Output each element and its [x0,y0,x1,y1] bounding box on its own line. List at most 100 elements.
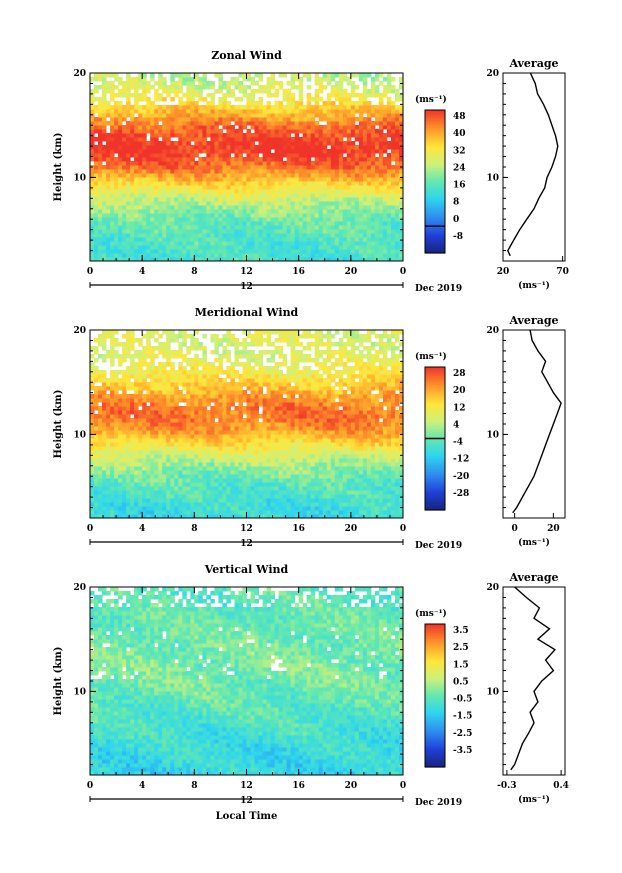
heatmap-cell [142,245,147,250]
heatmap-cell [154,233,159,238]
heatmap-cell [222,161,227,166]
heatmap-cell [182,157,187,162]
heatmap-cell [234,109,239,114]
heatmap-cell [338,498,344,503]
heatmap-cell [178,514,183,519]
heatmap-cell [134,498,139,503]
heatmap-cell [154,498,159,503]
heatmap-cell [282,117,288,122]
heatmap-cell [306,490,312,495]
heatmap-cell [142,97,147,102]
heatmap-cell [391,249,396,254]
heatmap-cell [106,193,111,198]
heatmap-cell [162,486,167,491]
heatmap-cell [266,105,272,110]
heatmap-cell [206,209,211,214]
heatmap-cell [322,157,328,162]
heatmap-cell [322,213,328,218]
heatmap-cell [298,153,304,158]
heatmap-cell [318,446,324,451]
heatmap-cell [106,73,111,78]
heatmap-cell [358,225,364,230]
heatmap-cell [210,173,215,178]
heatmap-cell [182,165,187,170]
colorbar-segment [425,161,445,165]
heatmap-cell [110,129,115,134]
heatmap-cell [270,109,276,114]
heatmap-cell [262,229,268,234]
heatmap-cell [238,478,243,483]
colorbar-segment [425,116,445,120]
heatmap-cell [338,257,344,262]
heatmap-cell [134,121,139,126]
heatmap-cell [286,169,292,174]
heatmap-cell [114,217,119,222]
heatmap-cell [262,117,268,122]
heatmap-cell [150,514,155,519]
heatmap-cell [254,462,259,467]
heatmap-cell [190,446,195,451]
heatmap-cell [146,217,151,222]
heatmap-cell [314,241,320,246]
heatmap-cell [174,133,179,138]
heatmap-cell [258,205,263,210]
heatmap-cell [378,205,384,210]
colorbar-segment [425,114,445,118]
heatmap-cell [138,85,143,90]
heatmap-cell [346,157,352,162]
heatmap-cell [370,113,376,118]
heatmap-cell [174,185,179,190]
heatmap-cell [150,249,155,254]
heatmap-cell [254,257,259,262]
heatmap-cell [366,161,372,166]
heatmap-cell [134,125,139,130]
heatmap-cell [166,241,171,246]
heatmap-cell [378,93,384,98]
heatmap-cell [246,97,251,102]
heatmap-cell [362,85,368,90]
heatmap-cell [146,213,151,218]
heatmap-cell [210,225,215,230]
heatmap-cell [218,209,223,214]
heatmap-cell [270,161,276,166]
heatmap-cell [222,506,227,511]
heatmap-cell [298,241,304,246]
heatmap-cell [310,257,316,262]
heatmap-cell [166,125,171,130]
heatmap-cell [270,117,276,122]
heatmap-cell [338,185,344,190]
heatmap-cell [242,113,247,118]
heatmap-cell [98,185,103,190]
heatmap-cell [230,446,235,451]
heatmap-cell [166,173,171,178]
heatmap-cell [258,241,263,246]
heatmap-cell [342,93,348,98]
heatmap-cell [186,181,191,186]
heatmap-cell [134,109,139,114]
heatmap-cell [230,77,235,82]
heatmap-cell [246,117,251,122]
heatmap-cell [314,89,320,94]
heatmap-cell [362,177,368,182]
heatmap-cell [102,466,107,471]
heatmap-cell [250,253,255,258]
heatmap-cell [399,205,404,210]
heatmap-cell [302,490,308,495]
heatmap-cell [94,514,99,519]
heatmap-cell [282,145,288,150]
heatmap-cell [206,474,211,479]
heatmap-cell [358,205,364,210]
heatmap-cell [170,458,175,463]
heatmap-cell [110,482,115,487]
heatmap-cell [374,197,380,202]
heatmap-cell [354,514,360,519]
heatmap-cell [234,450,239,455]
heatmap-cell [358,161,364,166]
heatmap-cell [310,217,316,222]
heatmap-cell [226,149,231,154]
heatmap-cell [374,201,380,206]
heatmap-cell [90,145,95,150]
heatmap-cell [326,157,332,162]
heatmap-cell [382,502,388,507]
heatmap-cell [186,149,191,154]
